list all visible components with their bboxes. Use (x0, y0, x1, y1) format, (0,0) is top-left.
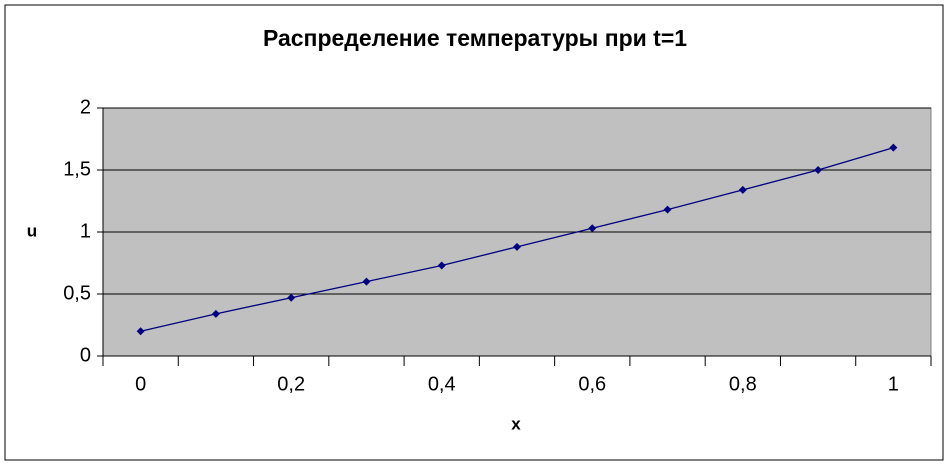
x-tick-label: 0,8 (729, 373, 757, 395)
x-tick-label: 0,2 (277, 373, 305, 395)
data-marker (287, 293, 296, 302)
x-tick-label: 0,6 (578, 373, 606, 395)
data-marker (211, 309, 220, 318)
y-tick-label: 1 (80, 220, 91, 242)
y-tick-label: 0,5 (63, 282, 91, 304)
x-tick-label: 0,4 (428, 373, 456, 395)
data-marker (136, 327, 145, 336)
data-marker (362, 277, 371, 286)
y-tick-label: 1,5 (63, 158, 91, 180)
data-marker (814, 166, 823, 174)
data-marker (889, 143, 898, 152)
x-axis-label: x (511, 414, 521, 433)
chart-title: Распределение температуры при t=1 (263, 25, 687, 51)
data-marker (437, 261, 446, 270)
y-axis-label: u (27, 221, 37, 240)
y-tick-label: 0 (80, 344, 91, 366)
x-tick-label: 0 (135, 373, 146, 395)
data-marker (738, 185, 747, 194)
data-marker (588, 224, 597, 233)
data-marker (513, 242, 521, 251)
y-tick-label: 2 (80, 96, 91, 118)
x-tick-label: 1 (888, 373, 899, 395)
data-marker (663, 205, 672, 214)
